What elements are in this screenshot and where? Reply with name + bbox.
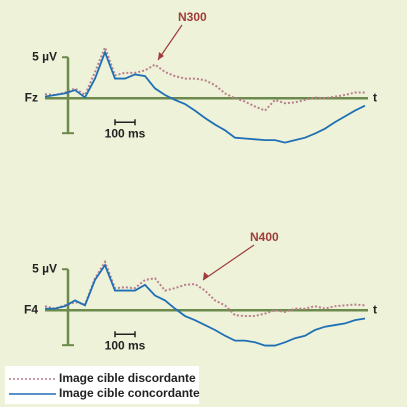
time-scale-label: 100 ms [105, 338, 146, 352]
time-label: t [373, 302, 377, 316]
erp-line [44, 44, 365, 112]
voltage-scale-label: 5 µV [32, 49, 57, 63]
channel-label: F4 [24, 302, 38, 316]
erp-line [45, 263, 366, 347]
annotation-arrow [202, 244, 255, 281]
legend-box [5, 366, 199, 404]
time-scale-label: 100 ms [105, 126, 146, 140]
channel-label: Fz [25, 90, 38, 104]
legend-label: Image cible concordante [59, 386, 200, 400]
arrow-head [203, 272, 209, 280]
erp-line [44, 49, 366, 144]
arrow-head [158, 52, 164, 60]
annotation-arrow [157, 24, 183, 61]
component-label: N300 [178, 10, 207, 24]
legend-label: Image cible discordante [59, 371, 196, 385]
voltage-scale-label: 5 µV [32, 261, 57, 275]
component-label: N400 [250, 230, 279, 244]
time-label: t [373, 90, 377, 104]
erp-line [44, 259, 366, 318]
